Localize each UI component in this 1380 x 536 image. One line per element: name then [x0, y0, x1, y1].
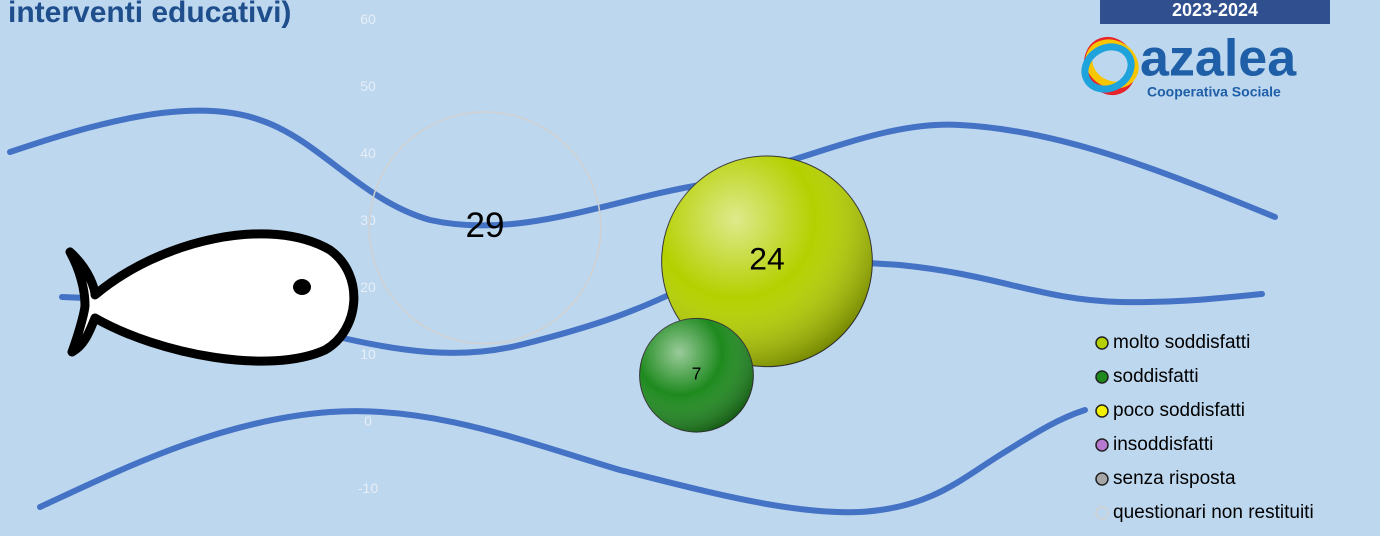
logo-subtitle: Cooperativa Sociale: [1147, 84, 1281, 100]
logo-name: azalea: [1140, 30, 1297, 88]
y-tick-label: 0: [364, 413, 372, 429]
y-tick-label: 30: [360, 212, 376, 228]
data-label: 24: [749, 241, 785, 277]
data-label: 7: [692, 364, 702, 384]
y-tick-label: 50: [360, 78, 376, 94]
y-tick-label: 40: [360, 145, 376, 161]
legend-label: questionari non restituiti: [1113, 502, 1314, 523]
logo-mark: [1081, 36, 1139, 96]
data-label: 29: [465, 206, 504, 245]
y-tick-label: -10: [358, 480, 378, 496]
legend-label: insoddisfatti: [1113, 434, 1213, 455]
badge: 2023-2024: [1172, 0, 1258, 20]
legend-marker: [1095, 336, 1109, 350]
wave: [7, 107, 1278, 229]
legend-marker: [1095, 438, 1109, 452]
bubble-shine: [639, 318, 754, 433]
title: interventi educativi): [8, 0, 291, 29]
legend-marker: [1095, 472, 1109, 486]
legend-marker: [1095, 370, 1109, 384]
bubble: [368, 111, 602, 345]
wave: [37, 407, 1088, 516]
legend-marker: [1095, 506, 1109, 520]
legend-label: senza risposta: [1113, 468, 1236, 489]
y-tick-label: 20: [360, 279, 376, 295]
legend-label: poco soddisfatti: [1113, 400, 1245, 421]
bubble-shine: [661, 155, 873, 367]
badge-bg: [1100, 0, 1330, 24]
legend-marker: [1095, 404, 1109, 418]
y-tick-label: 10: [360, 346, 376, 362]
legend-label: soddisfatti: [1113, 366, 1199, 387]
y-tick-label: 60: [360, 11, 376, 27]
legend-label: molto soddisfatti: [1113, 332, 1250, 353]
fish: [65, 229, 359, 366]
